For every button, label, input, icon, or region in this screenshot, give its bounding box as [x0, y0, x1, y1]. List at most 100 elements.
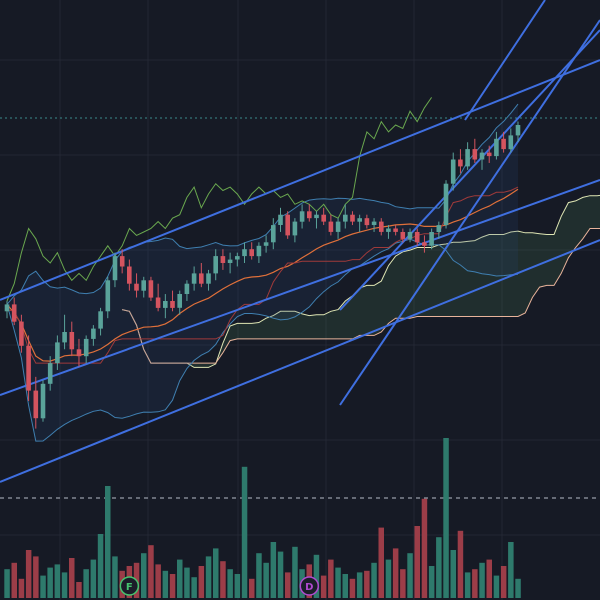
candle-body: [292, 221, 298, 236]
candle-body: [191, 273, 197, 284]
volume-bar: [515, 578, 521, 598]
candle-body: [62, 332, 67, 343]
volume-bar: [328, 559, 334, 598]
volume-bar: [33, 556, 39, 598]
moving-average-line: [6, 188, 519, 362]
volume-bar: [220, 561, 226, 598]
candle-body: [472, 149, 478, 160]
cloud-span-b-line: [122, 228, 600, 364]
candle-body: [11, 304, 17, 322]
candle-body: [177, 294, 182, 308]
candle-body: [98, 311, 103, 329]
trend-line: [0, 179, 600, 396]
volume-bar: [285, 572, 291, 598]
volume-bar: [320, 575, 327, 598]
candle-body: [486, 152, 492, 157]
bollinger-band-fill: [7, 104, 518, 442]
volume-bar: [313, 554, 320, 598]
candle-body: [335, 221, 341, 232]
candle-body: [400, 232, 406, 239]
volume-bar: [349, 578, 356, 598]
volume-bar: [83, 569, 89, 598]
candle-body: [83, 338, 89, 357]
candle-body: [55, 342, 60, 364]
event-badge-circle: [119, 576, 140, 596]
bollinger-upper-line: [6, 103, 519, 305]
candle-body: [364, 218, 370, 226]
candle-body: [443, 183, 449, 226]
volume-bar: [198, 566, 205, 598]
volume-bar: [54, 564, 61, 598]
candle-body: [508, 135, 514, 150]
volume-bar: [249, 578, 255, 598]
volume-bar: [76, 582, 82, 598]
volume-bar: [457, 530, 464, 598]
volume-bar: [4, 569, 10, 598]
trend-line: [339, 19, 600, 406]
volume-bar: [378, 527, 384, 598]
candle-body: [371, 221, 377, 225]
volume-bar: [464, 572, 471, 598]
candle-body: [328, 221, 334, 232]
candle-body: [91, 328, 96, 339]
volume-bar: [47, 567, 53, 598]
candle-body: [213, 256, 218, 274]
candle-body: [393, 228, 398, 232]
candle-body: [465, 149, 470, 167]
trend-line: [464, 0, 546, 121]
volume-bar: [493, 575, 500, 598]
volume-bar: [90, 559, 97, 598]
volume-bar: [263, 562, 269, 598]
candle-body: [163, 301, 168, 308]
candle-body: [343, 214, 348, 222]
candle-body: [479, 152, 485, 160]
candle-body: [127, 266, 132, 284]
candle-body: [19, 321, 24, 346]
volume-bar: [97, 534, 104, 598]
candle-body: [40, 383, 46, 419]
candle-body: [314, 214, 319, 219]
candle-body: [414, 232, 420, 243]
candle-body: [458, 159, 463, 167]
candle-body: [227, 259, 233, 263]
candle-body: [278, 214, 283, 225]
candle-body: [501, 138, 506, 150]
volume-bar: [18, 578, 25, 598]
candle-body: [436, 225, 442, 232]
candle-body: [155, 297, 161, 308]
cloud-span-a-line: [122, 194, 600, 368]
volume-bar: [479, 562, 485, 598]
candle-body: [26, 345, 31, 391]
volume-bar: [191, 577, 197, 598]
volume-bar: [155, 564, 161, 598]
volume-bar: [421, 498, 428, 598]
volume-bar: [112, 556, 118, 598]
volume-bar: [141, 553, 147, 598]
trend-line: [0, 59, 600, 301]
volume-bar: [162, 570, 169, 598]
volume-bar: [508, 542, 514, 598]
volume-bar: [11, 562, 17, 598]
volume-bar: [105, 486, 111, 598]
candle-body: [515, 125, 521, 136]
candle-body: [307, 211, 312, 219]
candle-body: [450, 159, 456, 184]
candle-body: [263, 242, 269, 246]
volume-bar: [428, 566, 435, 598]
volume-bar: [371, 562, 377, 598]
candle-body: [429, 232, 434, 246]
candle-body: [422, 242, 427, 246]
volume-bar: [500, 566, 507, 598]
candle-body: [494, 138, 499, 157]
candle-body: [148, 280, 154, 298]
volume-bar: [436, 537, 442, 598]
volume-bar: [148, 545, 154, 598]
volume-bar: [450, 550, 456, 598]
candle-body: [407, 232, 413, 239]
volume-bar: [385, 559, 392, 598]
volume-bar: [335, 567, 341, 598]
volume-bar: [256, 553, 262, 598]
candle-body: [112, 256, 118, 281]
candle-body: [170, 301, 175, 308]
